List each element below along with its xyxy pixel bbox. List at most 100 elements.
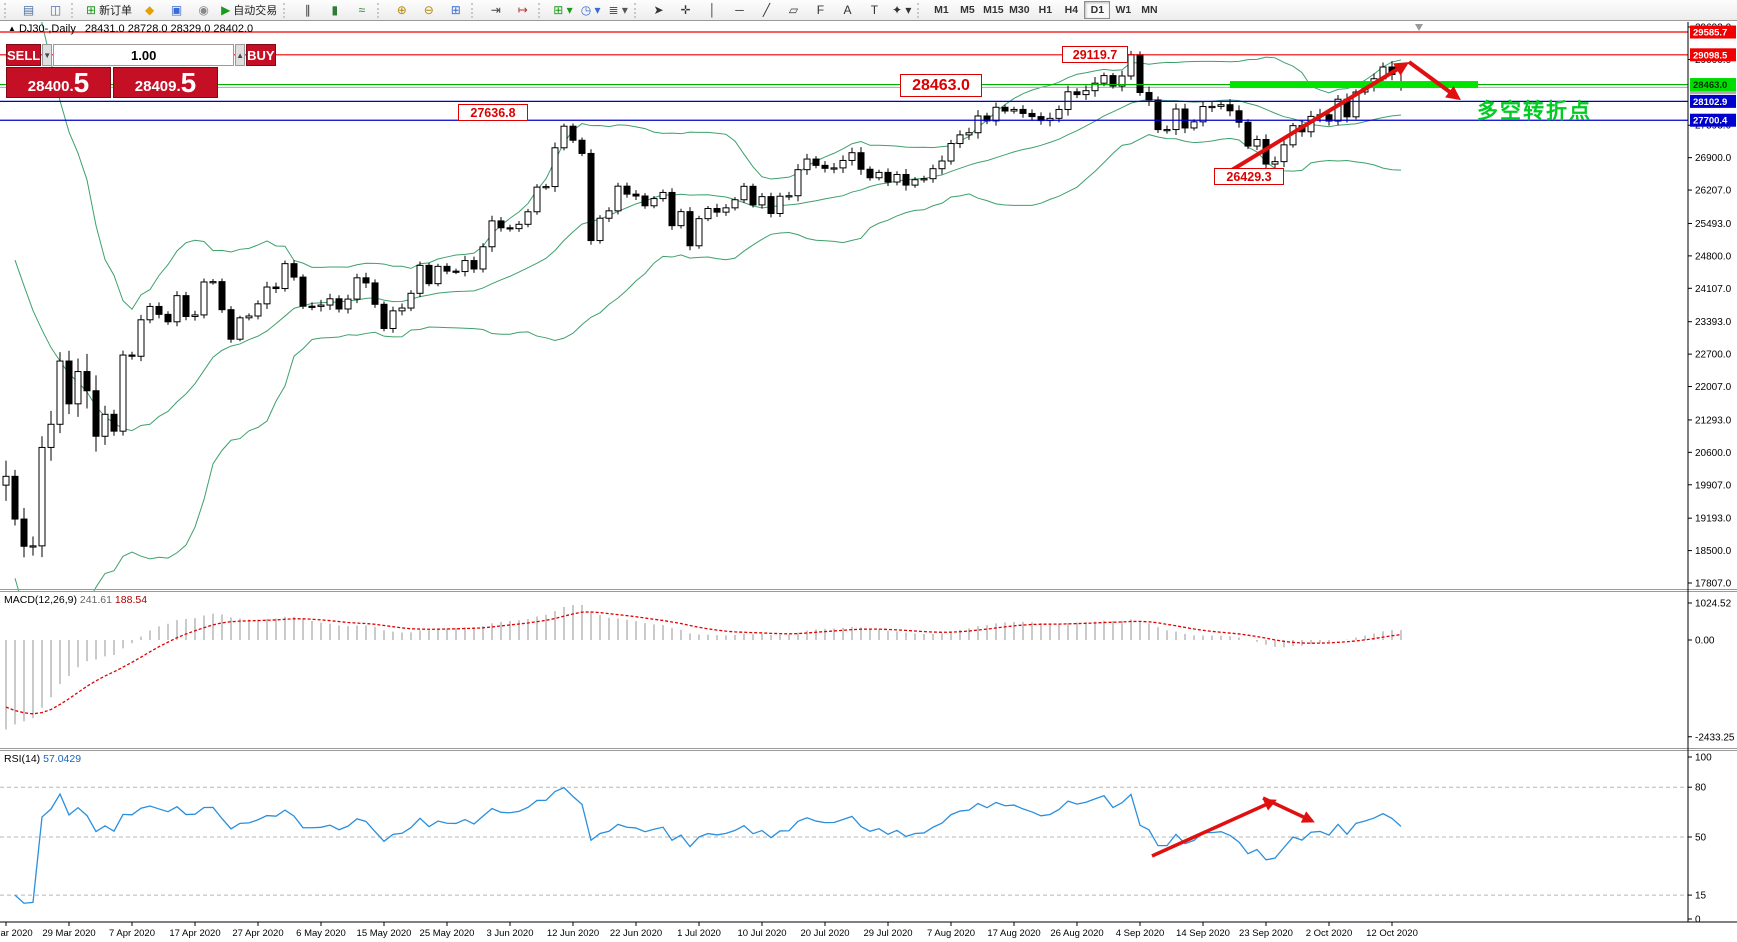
- timeframe-h4-button[interactable]: H4: [1064, 4, 1079, 16]
- candle-body: [1100, 75, 1108, 84]
- date-label: 14 Sep 2020: [1176, 928, 1230, 939]
- candle-body: [182, 295, 190, 318]
- zoom-out-button[interactable]: ⊖: [416, 1, 441, 20]
- volume-down-button[interactable]: ▼: [42, 44, 53, 66]
- buy-button[interactable]: BUY: [246, 44, 276, 66]
- price-tick-26207: 26207.0: [1695, 186, 1732, 197]
- candle-body: [1208, 105, 1216, 109]
- candle-body: [722, 207, 730, 213]
- toolbar-grip: [71, 2, 78, 18]
- fibonacci-button[interactable]: F: [808, 1, 833, 20]
- arrows-icon: ✦ ▾: [891, 3, 912, 17]
- turning-point-note: 多空转折点: [1477, 100, 1592, 123]
- chart-shift-button[interactable]: ↦: [510, 1, 535, 20]
- data-window-button[interactable]: ◫: [43, 1, 68, 20]
- timeframe-d1-button[interactable]: D1: [1084, 1, 1111, 19]
- timeframe-m15-button[interactable]: M15: [983, 4, 1004, 16]
- equidistant-channel-button[interactable]: ▱: [781, 1, 806, 20]
- timeframe-h1-button[interactable]: H1: [1038, 4, 1053, 16]
- candle-body: [20, 518, 28, 547]
- date-label: 2 Oct 2020: [1306, 928, 1352, 939]
- volume-input[interactable]: [53, 44, 235, 66]
- sell-button[interactable]: SELL: [6, 44, 42, 66]
- candle-body: [632, 193, 640, 197]
- signals-button[interactable]: ◉: [191, 1, 216, 20]
- ohlc-values: 28431.0 28728.0 28329.0 28402.0: [84, 23, 254, 35]
- candle-body: [902, 173, 910, 186]
- candle-body: [758, 196, 766, 206]
- rsi-line: [14, 786, 1402, 904]
- candle-body: [1055, 108, 1063, 119]
- candle-body: [1082, 90, 1090, 96]
- auto-scroll-icon: ⇥: [490, 3, 501, 17]
- trendline-button[interactable]: ╱: [754, 1, 779, 20]
- date-label: 29 Jul 2020: [863, 928, 912, 939]
- zoom-in-icon: ⊕: [396, 3, 407, 17]
- candle-body: [866, 168, 874, 179]
- date-label: 19 Mar 2020: [0, 928, 33, 939]
- price-tick-22007: 22007.0: [1695, 382, 1732, 393]
- horizontal-line-button[interactable]: ─: [727, 1, 752, 20]
- price-label-low: 26429.3: [1214, 168, 1284, 185]
- candle-body: [524, 211, 532, 225]
- date-label: 7 Apr 2020: [109, 928, 155, 939]
- candle-body: [218, 281, 226, 311]
- timeframe-m1-button[interactable]: M1: [934, 4, 949, 16]
- vertical-line-button[interactable]: │: [700, 1, 725, 20]
- candle-body: [47, 423, 55, 448]
- history-center-button[interactable]: ◆: [137, 1, 162, 20]
- candle-chart-button[interactable]: ▮: [322, 1, 347, 20]
- candle-body: [407, 292, 415, 309]
- sell-price-button[interactable]: 28400. 5: [6, 67, 111, 98]
- timeframe-m5-button[interactable]: M5: [960, 4, 975, 16]
- terminal-button[interactable]: ▣: [164, 1, 189, 20]
- candle-body: [1136, 54, 1144, 93]
- price-tick-21293: 21293.0: [1695, 415, 1732, 426]
- toolbar-grip: [377, 2, 384, 18]
- text-label-button[interactable]: T: [862, 1, 887, 20]
- macd-tick-1024.52: 1024.52: [1695, 599, 1732, 610]
- toolbar-grip: [4, 2, 11, 18]
- timeframe-mn-button[interactable]: MN: [1141, 4, 1158, 16]
- candle-body: [101, 413, 109, 437]
- buy-price-main: 28409.: [134, 78, 181, 95]
- candle-body: [911, 179, 919, 186]
- date-label: 15 May 2020: [357, 928, 412, 939]
- zoom-out-icon: ⊖: [423, 3, 434, 17]
- tile-windows-button[interactable]: ⊞: [443, 1, 468, 20]
- price-badge-29098.5-bg: [1690, 48, 1736, 62]
- price-label-high: 29119.7: [1062, 46, 1128, 63]
- candle-body: [641, 195, 649, 207]
- zoom-in-button[interactable]: ⊕: [389, 1, 414, 20]
- candle-body: [308, 305, 316, 308]
- cursor-button[interactable]: ➤: [646, 1, 671, 20]
- new-order-button[interactable]: ⊞ 新订单: [83, 1, 135, 20]
- down-turn-arrow: [1407, 60, 1461, 101]
- candle-body: [614, 185, 622, 212]
- auto-scroll-button[interactable]: ⇥: [483, 1, 508, 20]
- timeframe-w1-button[interactable]: W1: [1115, 4, 1132, 16]
- chart-periods-button[interactable]: ◷ ▾: [578, 1, 604, 20]
- templates-button[interactable]: ≣ ▾: [606, 1, 631, 20]
- candle-body: [1325, 114, 1333, 122]
- volume-up-button[interactable]: ▲: [235, 44, 246, 66]
- arrows-button[interactable]: ✦ ▾: [889, 1, 914, 20]
- buy-price-button[interactable]: 28409. 5: [113, 67, 218, 98]
- toolbar-grip: [538, 2, 545, 18]
- candle-body: [695, 218, 703, 247]
- market-watch-button[interactable]: ▤: [16, 1, 41, 20]
- autotrading-button[interactable]: ▶ 自动交易: [218, 1, 280, 20]
- history-center-icon: ◆: [144, 3, 155, 17]
- candle-body: [767, 196, 775, 215]
- macd-tick-0.00: 0.00: [1695, 636, 1715, 647]
- candle-body: [1118, 75, 1126, 87]
- bar-chart-button[interactable]: ∥: [295, 1, 320, 20]
- candle-body: [857, 152, 865, 170]
- candle-body: [272, 286, 280, 290]
- crosshair-button[interactable]: ✛: [673, 1, 698, 20]
- new-chart-button[interactable]: ⊞ ▾: [550, 1, 575, 20]
- timeframe-m30-button[interactable]: M30: [1009, 4, 1030, 16]
- line-chart-button[interactable]: ≈: [349, 1, 374, 20]
- text-button[interactable]: A: [835, 1, 860, 20]
